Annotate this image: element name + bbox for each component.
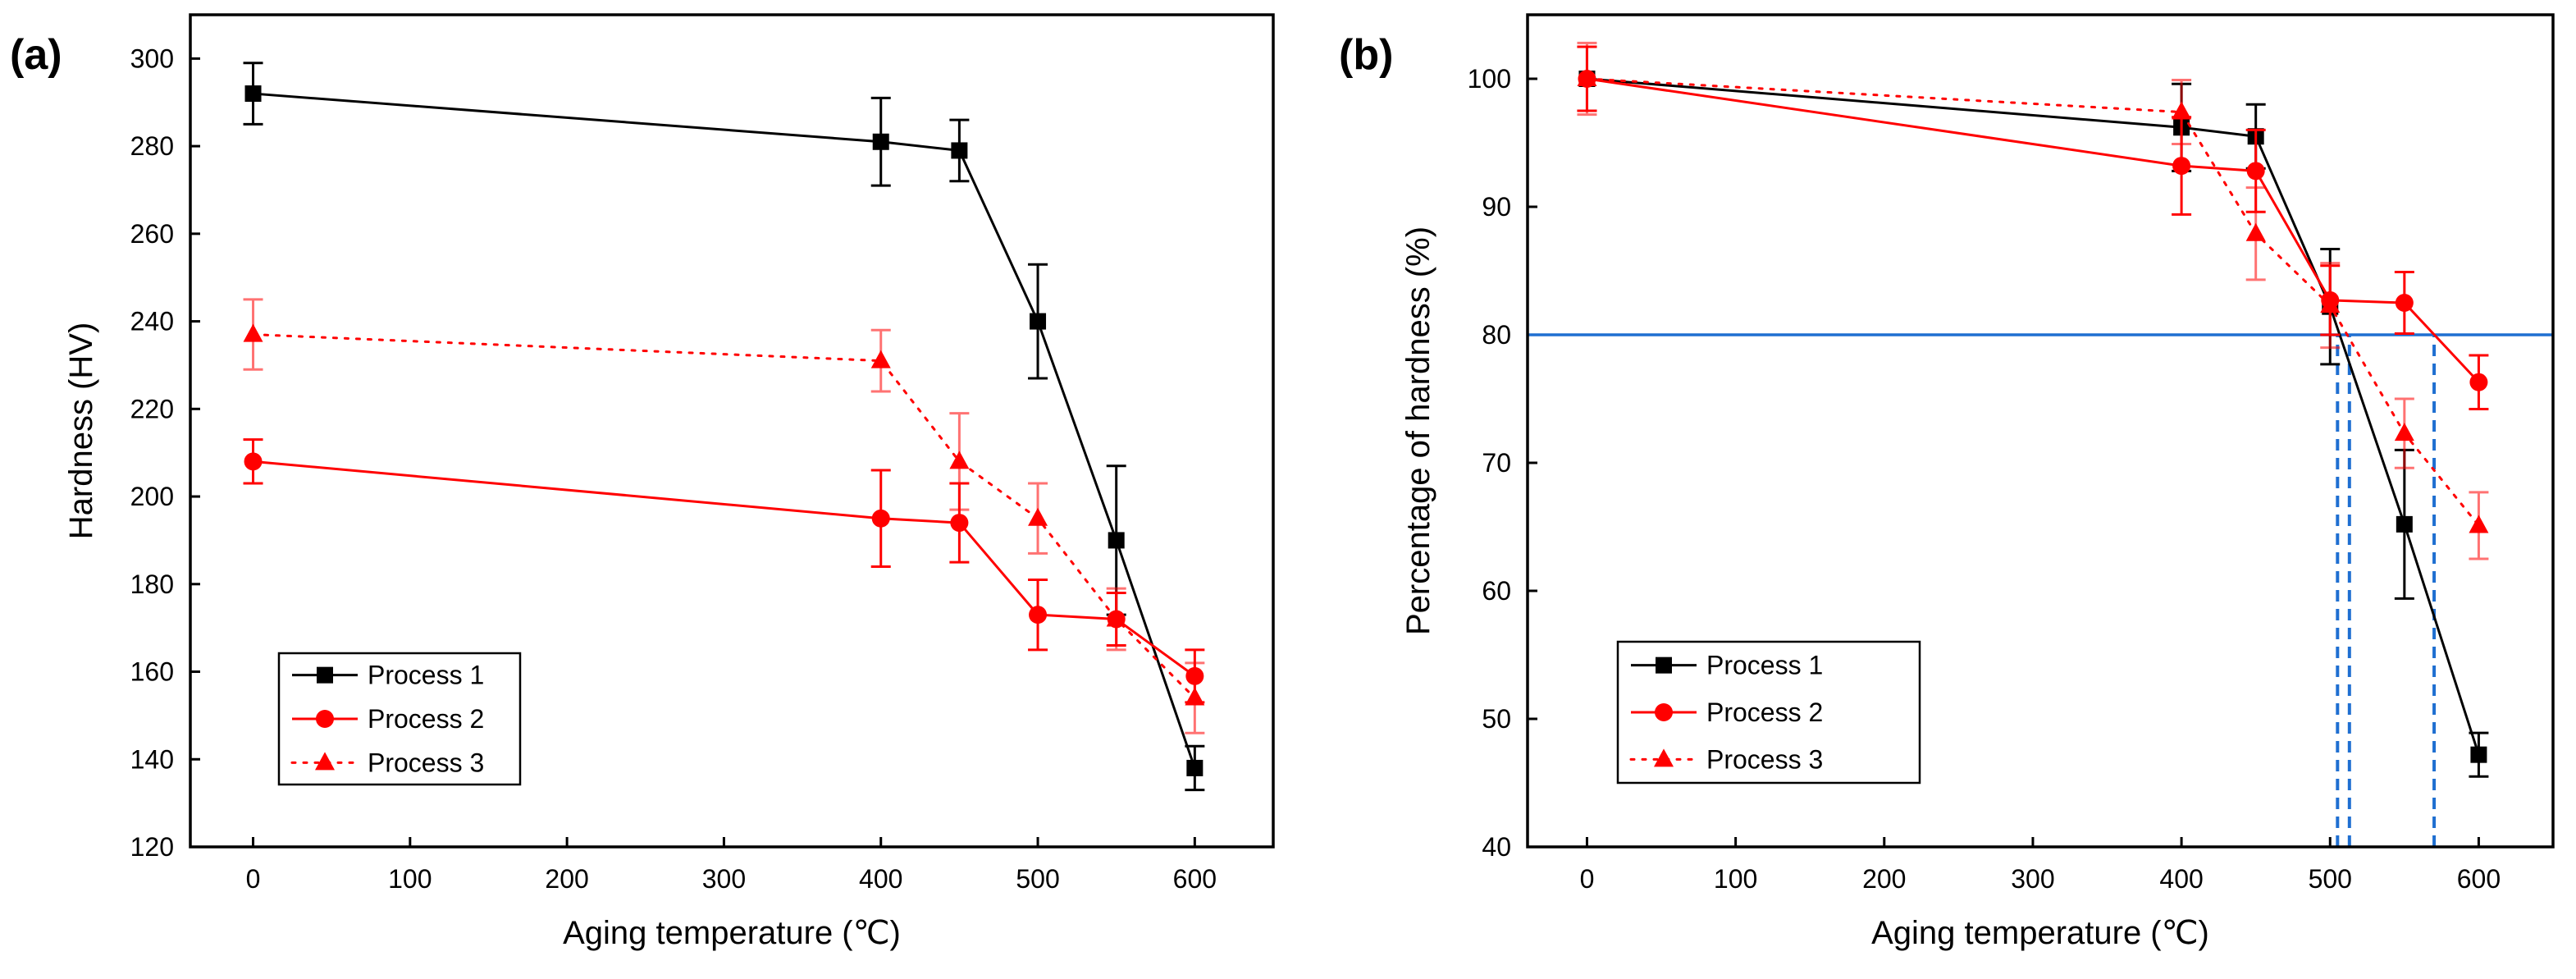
- y-tick-label-a-4: 200: [130, 482, 174, 511]
- data-point-a-2-4: [1106, 608, 1126, 627]
- series-line-b-0: [1587, 77, 2480, 756]
- data-point-b-2-4: [2394, 423, 2414, 441]
- panel-label-a: (a): [10, 31, 62, 79]
- legend-label-b-1: Process 2: [1706, 698, 1823, 727]
- y-tick-label-a-3: 180: [130, 570, 174, 599]
- legend-label-a-2: Process 3: [368, 748, 484, 777]
- data-point-b-1-1: [2172, 157, 2191, 176]
- y-tick-label-a-6: 240: [130, 307, 174, 336]
- y-axis-title-b: Percentage of hardness (%): [1400, 226, 1436, 635]
- chart-panel-b: (b) 0 100 200 300 400 500 600 40 50 60 70 80 90 100 Ag…: [1339, 13, 2555, 951]
- y-tick-label-a-1: 140: [130, 744, 174, 774]
- legend-marker-a-2: [315, 752, 335, 771]
- y-tick-label-a-8: 280: [130, 131, 174, 161]
- data-point-a-2-0: [243, 323, 263, 342]
- data-point-a-1-2: [950, 514, 969, 533]
- data-point-a-2-1: [870, 350, 891, 368]
- x-tick-label-a-3: 300: [702, 864, 746, 894]
- x-tick-label-b-0: 0: [1580, 864, 1595, 894]
- y-tick-label-a-5: 220: [130, 394, 174, 423]
- legend-marker-b-1: [1655, 703, 1673, 721]
- x-tick-label-a-2: 200: [545, 864, 588, 894]
- data-point-a-2-3: [1028, 507, 1048, 526]
- y-tick-label-b-1: 50: [1482, 704, 1511, 734]
- y-tick-label-a-2: 160: [130, 657, 174, 687]
- data-point-b-2-1: [2172, 101, 2192, 120]
- legend-marker-b-0: [1656, 656, 1672, 674]
- y-tick-label-b-0: 40: [1482, 832, 1511, 862]
- legend-label-b-2: Process 3: [1706, 744, 1823, 774]
- legend-label-b-0: Process 1: [1706, 651, 1823, 680]
- legend-label-a-1: Process 2: [368, 704, 484, 734]
- x-tick-label-b-2: 200: [1862, 864, 1906, 894]
- x-tick-label-b-4: 400: [2159, 864, 2203, 894]
- data-point-a-2-5: [1185, 687, 1205, 706]
- x-tick-label-a-1: 100: [388, 864, 432, 894]
- data-point-a-0-1: [872, 133, 889, 150]
- data-point-a-0-5: [1186, 759, 1204, 776]
- data-point-b-0-5: [2470, 746, 2487, 763]
- data-point-a-0-2: [951, 142, 968, 159]
- x-axis-title-a: Aging temperature (℃): [563, 915, 901, 951]
- data-point-a-0-0: [244, 85, 262, 103]
- data-point-a-1-0: [244, 452, 263, 471]
- legend-marker-b-2: [1654, 748, 1674, 767]
- data-point-b-2-5: [2469, 515, 2489, 533]
- data-point-a-0-4: [1108, 532, 1125, 549]
- y-tick-label-b-4: 80: [1482, 320, 1511, 350]
- data-point-b-0-4: [2396, 515, 2413, 533]
- y-tick-label-a-9: 300: [130, 43, 174, 73]
- data-point-a-2-2: [949, 451, 970, 469]
- y-tick-label-a-0: 120: [130, 832, 174, 862]
- x-axis-title-b: Aging temperature (℃): [1871, 915, 2209, 951]
- series-line-b-1: [1587, 77, 2480, 383]
- x-tick-label-a-6: 600: [1173, 864, 1217, 894]
- y-tick-label-b-6: 100: [1468, 64, 1511, 94]
- data-point-b-1-2: [2246, 162, 2265, 181]
- y-tick-label-b-3: 70: [1482, 448, 1511, 478]
- plot-frame-b: [1526, 13, 2555, 849]
- series-line-a-0: [253, 92, 1196, 769]
- series-line-b-2: [1585, 77, 2480, 527]
- x-tick-label-a-4: 400: [859, 864, 902, 894]
- data-point-b-2-3: [2320, 295, 2341, 313]
- y-axis-title-a: Hardness (HV): [63, 323, 99, 540]
- legend-marker-a-0: [317, 666, 333, 684]
- data-point-b-2-0: [1577, 68, 1597, 86]
- series-line-a-1: [253, 460, 1196, 678]
- x-tick-label-b-6: 600: [2457, 864, 2501, 894]
- legend-label-a-0: Process 1: [368, 661, 484, 690]
- y-tick-label-b-5: 90: [1482, 192, 1511, 222]
- x-tick-label-a-5: 500: [1016, 864, 1059, 894]
- chart-panel-a: (a) 0 100 200 300 400 500 600 120 140 160 180 200 22…: [10, 13, 1275, 951]
- series-line-a-2: [252, 333, 1196, 700]
- x-tick-label-b-5: 500: [2309, 864, 2352, 894]
- data-point-a-1-3: [1029, 606, 1048, 624]
- data-point-b-1-4: [2395, 294, 2414, 312]
- x-tick-label-b-3: 300: [2011, 864, 2054, 894]
- plot-frame-a: [189, 13, 1275, 849]
- y-tick-label-b-2: 60: [1482, 576, 1511, 606]
- data-point-a-1-1: [871, 509, 890, 528]
- x-tick-label-b-1: 100: [1714, 864, 1757, 894]
- x-tick-label-a-0: 0: [246, 864, 261, 894]
- data-point-b-1-5: [2469, 373, 2488, 391]
- panel-label-b: (b): [1339, 31, 1393, 79]
- legend-marker-a-1: [316, 710, 334, 728]
- data-point-b-2-2: [2245, 222, 2266, 241]
- y-tick-label-a-7: 260: [130, 219, 174, 249]
- data-point-a-0-3: [1030, 313, 1047, 330]
